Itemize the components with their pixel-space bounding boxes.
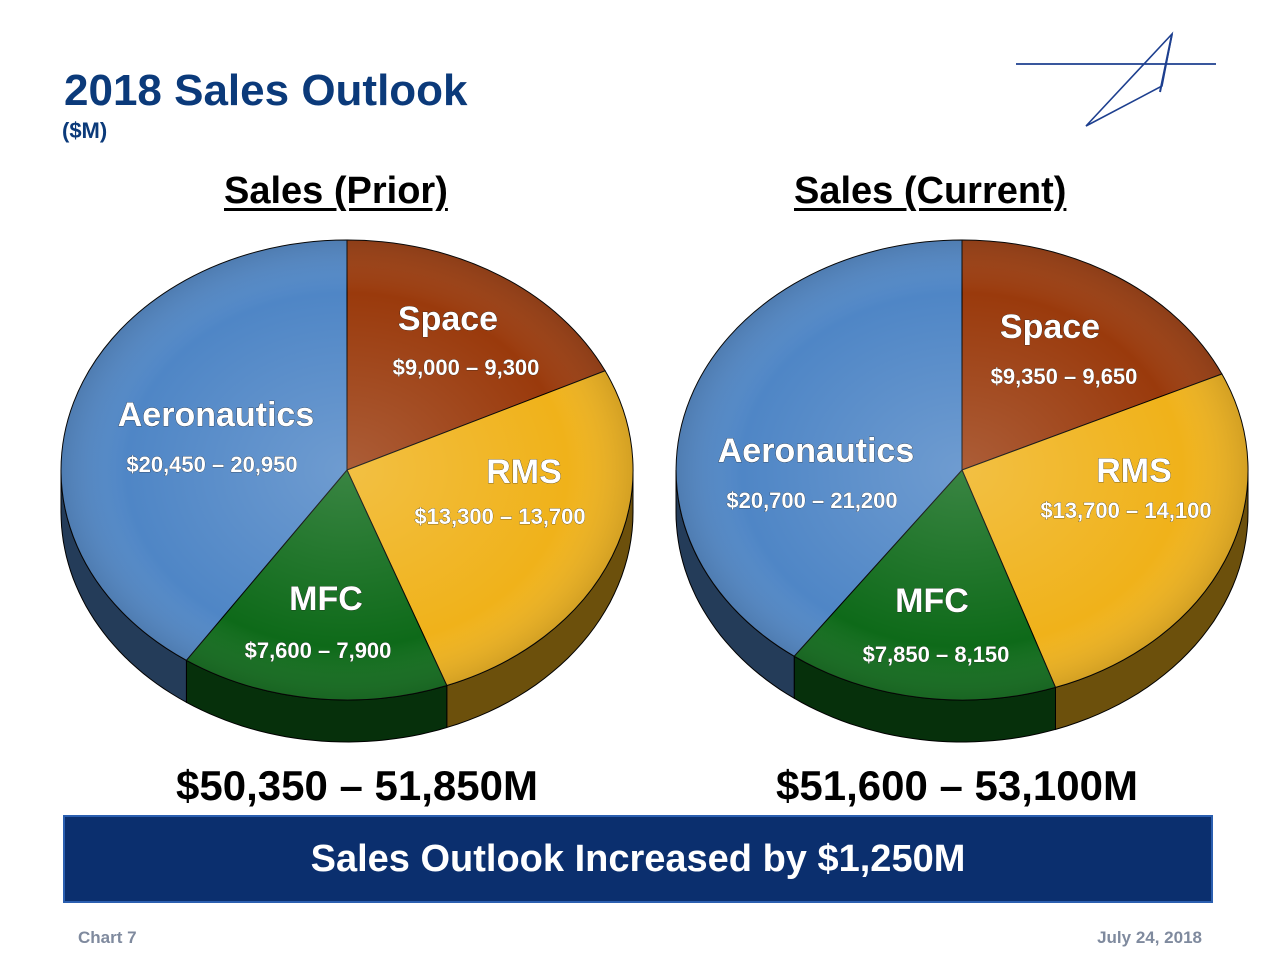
slice-value-space: $9,000 – 9,300 — [393, 355, 540, 380]
slice-name-aeronautics: Aeronautics — [118, 396, 315, 434]
slice-value-aeronautics: $20,450 – 20,950 — [126, 452, 297, 477]
footer-date: July 24, 2018 — [1097, 928, 1202, 947]
slice-value-rms: $13,700 – 14,100 — [1040, 498, 1211, 523]
slice-value-space: $9,350 – 9,650 — [991, 364, 1138, 389]
slice-name-rms: RMS — [1096, 452, 1172, 490]
slice-value-aeronautics: $20,700 – 21,200 — [726, 488, 897, 513]
total-prior: $50,350 – 51,850M — [176, 762, 538, 809]
slice-name-rms: RMS — [486, 453, 562, 491]
slice-name-mfc: MFC — [289, 580, 363, 618]
chart-title-current: Sales (Current) — [794, 170, 1067, 212]
pie-chart-prior: Space $9,000 – 9,300 RMS $13,300 – 13,700 MF… — [60, 239, 634, 743]
slice-name-aeronautics: Aeronautics — [718, 432, 915, 470]
slice-value-rms: $13,300 – 13,700 — [414, 504, 585, 529]
slice-name-mfc: MFC — [895, 582, 969, 620]
star-logo-icon — [1016, 31, 1216, 127]
summary-banner: Sales Outlook Increased by $1,250M — [63, 815, 1213, 903]
page-subtitle: ($M) — [62, 118, 108, 143]
chart-number: Chart 7 — [78, 928, 137, 947]
summary-banner-text: Sales Outlook Increased by $1,250M — [310, 837, 966, 880]
page-title: 2018 Sales Outlook — [64, 66, 468, 115]
pie-charts: Space $9,000 – 9,300 RMS $13,300 – 13,700 MF… — [60, 239, 1249, 743]
slice-name-space: Space — [398, 300, 498, 338]
slice-value-mfc: $7,850 – 8,150 — [863, 642, 1010, 667]
slice-value-mfc: $7,600 – 7,900 — [245, 638, 392, 663]
slice-name-space: Space — [1000, 308, 1100, 346]
total-current: $51,600 – 53,100M — [776, 762, 1138, 809]
chart-title-prior: Sales (Prior) — [224, 170, 448, 212]
pie-chart-current: Space $9,350 – 9,650 RMS $13,700 – 14,100 MF… — [675, 239, 1249, 743]
